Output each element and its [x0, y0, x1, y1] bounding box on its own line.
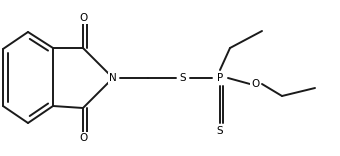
- Text: O: O: [79, 133, 87, 143]
- Text: N: N: [109, 73, 117, 83]
- Text: O: O: [251, 79, 259, 89]
- Text: P: P: [217, 73, 223, 83]
- Text: O: O: [79, 13, 87, 23]
- Text: S: S: [217, 126, 223, 136]
- Text: S: S: [180, 73, 186, 83]
